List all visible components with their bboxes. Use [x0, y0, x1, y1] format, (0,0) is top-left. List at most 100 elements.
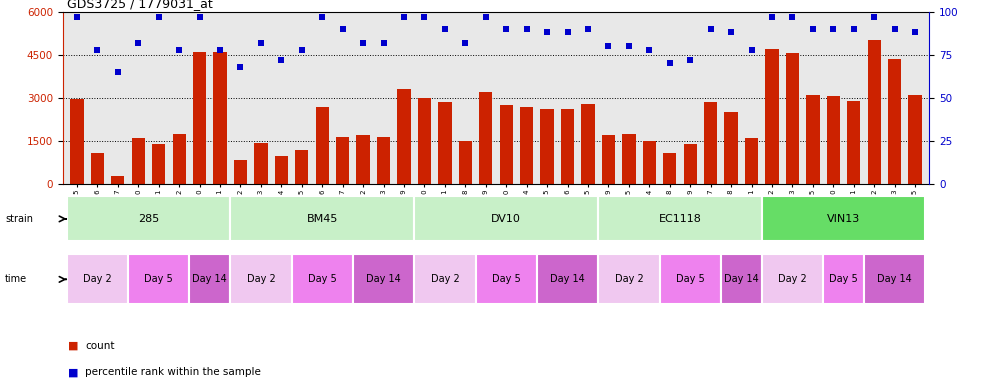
- Bar: [598, 254, 660, 305]
- Bar: [479, 92, 492, 184]
- Point: [273, 57, 289, 63]
- Bar: [761, 197, 925, 242]
- Point: [724, 29, 740, 35]
- Bar: [90, 152, 104, 184]
- Bar: [684, 144, 697, 184]
- Point: [866, 13, 882, 20]
- Point: [744, 46, 759, 53]
- Bar: [274, 156, 288, 184]
- Bar: [214, 52, 227, 184]
- Bar: [761, 254, 823, 305]
- Bar: [291, 254, 353, 305]
- Point: [662, 60, 678, 66]
- Text: Day 5: Day 5: [676, 274, 705, 285]
- Text: percentile rank within the sample: percentile rank within the sample: [85, 367, 261, 377]
- Bar: [152, 144, 165, 184]
- Point: [252, 40, 268, 46]
- Point: [887, 26, 903, 32]
- Bar: [745, 138, 758, 184]
- Bar: [131, 138, 145, 184]
- Point: [784, 13, 800, 20]
- Bar: [806, 95, 819, 184]
- Text: Day 2: Day 2: [83, 274, 111, 285]
- Text: time: time: [5, 274, 27, 285]
- Text: Day 5: Day 5: [308, 274, 337, 285]
- Bar: [234, 160, 248, 184]
- Point: [376, 40, 392, 46]
- Point: [621, 43, 637, 49]
- Bar: [231, 254, 291, 305]
- Point: [519, 26, 535, 32]
- Bar: [128, 254, 190, 305]
- Bar: [909, 95, 921, 184]
- Bar: [847, 101, 861, 184]
- Text: ■: ■: [68, 341, 79, 351]
- Bar: [823, 254, 864, 305]
- Point: [908, 29, 923, 35]
- Text: DV10: DV10: [491, 214, 521, 224]
- Bar: [193, 52, 206, 184]
- Bar: [721, 254, 761, 305]
- Point: [396, 13, 412, 20]
- Text: Day 2: Day 2: [430, 274, 459, 285]
- Point: [825, 26, 841, 32]
- Point: [110, 69, 126, 75]
- Point: [764, 13, 780, 20]
- Bar: [601, 136, 615, 184]
- Text: GDS3725 / 1779031_at: GDS3725 / 1779031_at: [67, 0, 213, 10]
- Point: [457, 40, 473, 46]
- Point: [580, 26, 596, 32]
- Bar: [541, 109, 554, 184]
- Bar: [316, 107, 329, 184]
- Text: Day 2: Day 2: [247, 274, 275, 285]
- Point: [703, 26, 719, 32]
- Point: [212, 46, 228, 53]
- Bar: [598, 197, 761, 242]
- Point: [560, 29, 576, 35]
- Point: [69, 13, 84, 20]
- Bar: [475, 254, 537, 305]
- Bar: [414, 254, 475, 305]
- Text: VIN13: VIN13: [827, 214, 860, 224]
- Bar: [660, 254, 721, 305]
- Text: Day 5: Day 5: [492, 274, 521, 285]
- Bar: [581, 104, 594, 184]
- Bar: [458, 141, 472, 184]
- Point: [498, 26, 514, 32]
- Bar: [500, 105, 513, 184]
- Bar: [67, 254, 128, 305]
- Bar: [353, 254, 414, 305]
- Point: [539, 29, 555, 35]
- Point: [437, 26, 453, 32]
- Bar: [888, 59, 902, 184]
- Text: Day 5: Day 5: [829, 274, 858, 285]
- Point: [233, 64, 248, 70]
- Bar: [561, 109, 575, 184]
- Text: 285: 285: [138, 214, 159, 224]
- Point: [355, 40, 371, 46]
- Bar: [537, 254, 598, 305]
- Bar: [663, 152, 676, 184]
- Point: [151, 13, 167, 20]
- Text: strain: strain: [5, 214, 33, 224]
- Bar: [398, 89, 411, 184]
- Point: [641, 46, 657, 53]
- Point: [314, 13, 330, 20]
- Text: Day 2: Day 2: [614, 274, 643, 285]
- Bar: [438, 102, 451, 184]
- Text: BM45: BM45: [306, 214, 338, 224]
- Bar: [173, 134, 186, 184]
- Bar: [765, 49, 778, 184]
- Text: Day 5: Day 5: [144, 274, 173, 285]
- Bar: [622, 134, 635, 184]
- Bar: [295, 150, 308, 184]
- Point: [192, 13, 208, 20]
- Point: [846, 26, 862, 32]
- Bar: [868, 40, 881, 184]
- Text: EC1118: EC1118: [659, 214, 702, 224]
- Bar: [725, 112, 738, 184]
- Text: Day 14: Day 14: [193, 274, 228, 285]
- Bar: [643, 141, 656, 184]
- Bar: [377, 137, 391, 184]
- Point: [600, 43, 616, 49]
